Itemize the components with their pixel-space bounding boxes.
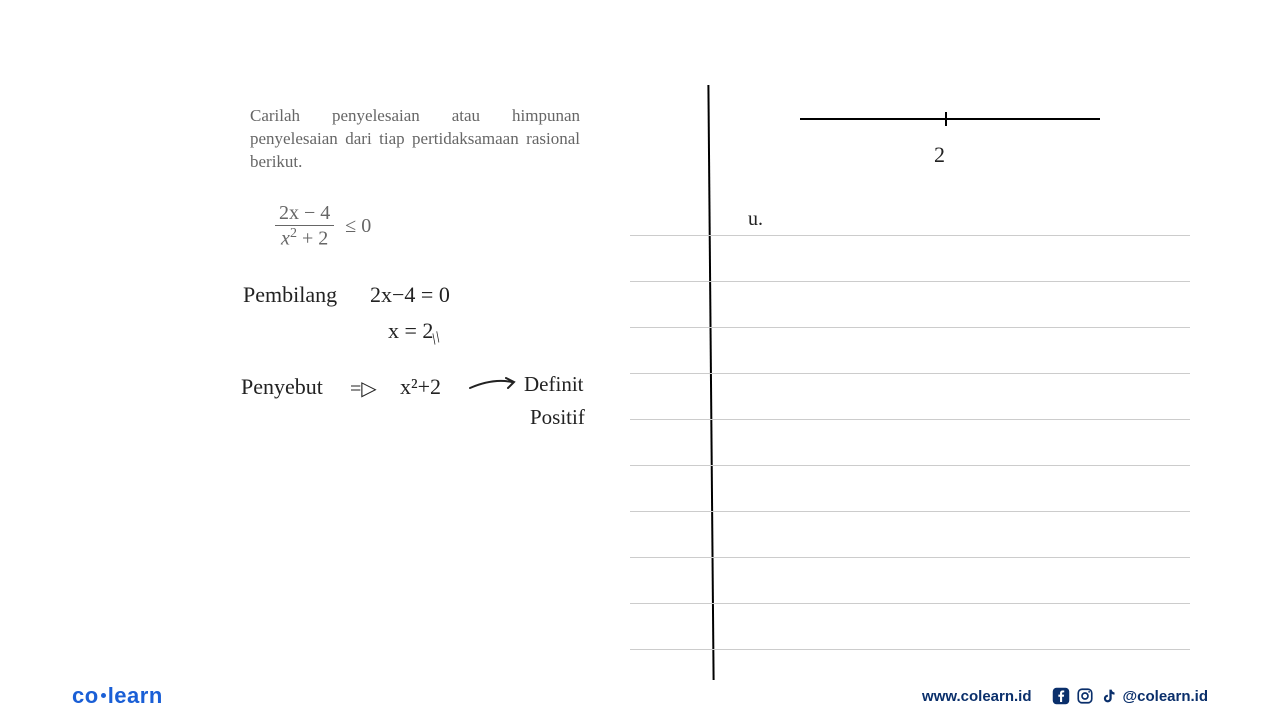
handwriting-strike: // <box>428 329 445 349</box>
footer-handle: @colearn.id <box>1123 688 1208 705</box>
handwriting-definit: Definit <box>524 372 583 397</box>
lined-paper <box>630 225 1190 665</box>
paper-line <box>630 649 1190 650</box>
handwriting-penyebut-expr: x²+2 <box>400 374 441 400</box>
handwriting-penyebut-arrow2 <box>468 374 518 401</box>
logo-dot-icon <box>101 693 106 698</box>
paper-line <box>630 419 1190 420</box>
paper-line <box>630 511 1190 512</box>
handwriting-positif: Positif <box>530 405 585 430</box>
social-icons: @colearn.id <box>1052 687 1208 705</box>
footer-url: www.colearn.id <box>922 688 1031 705</box>
handwriting-pembilang-sol: x = 2 <box>388 318 433 344</box>
paper-line <box>630 327 1190 328</box>
paper-line <box>630 465 1190 466</box>
inequality-relation: ≤ 0 <box>345 215 371 238</box>
problem-statement: Carilah penyelesaian atau himpunan penye… <box>250 105 580 174</box>
number-line <box>800 118 1100 120</box>
handwriting-penyebut-arrow1: =▷ <box>350 376 377 401</box>
footer-right: www.colearn.id @colearn.id <box>922 687 1208 705</box>
handwriting-pembilang-eq: 2x−4 = 0 <box>370 282 450 308</box>
paper-line <box>630 557 1190 558</box>
inequality-formula: 2x − 4 x2 + 2 ≤ 0 <box>275 202 580 251</box>
handwriting-penyebut-label: Penyebut <box>241 374 323 400</box>
logo: colearn <box>72 683 163 709</box>
handwriting-pembilang-label: Pembilang <box>243 282 337 308</box>
logo-part2: learn <box>108 683 163 708</box>
instagram-icon <box>1076 687 1094 705</box>
fraction: 2x − 4 x2 + 2 <box>275 202 334 251</box>
paper-line <box>630 281 1190 282</box>
tiktok-icon <box>1100 687 1117 705</box>
footer: colearn www.colearn.id @colearn.id <box>0 672 1280 720</box>
paper-line <box>630 603 1190 604</box>
content-area: Carilah penyelesaian atau himpunan penye… <box>0 0 1280 660</box>
number-line-tick <box>945 112 947 126</box>
logo-part1: co <box>72 683 99 708</box>
paper-line <box>630 373 1190 374</box>
fraction-numerator: 2x − 4 <box>275 202 334 226</box>
paper-line <box>630 235 1190 236</box>
number-line-tick-label: 2 <box>934 142 945 168</box>
problem-block: Carilah penyelesaian atau himpunan penye… <box>250 105 580 250</box>
facebook-icon <box>1052 687 1070 705</box>
fraction-denominator: x2 + 2 <box>275 226 334 251</box>
